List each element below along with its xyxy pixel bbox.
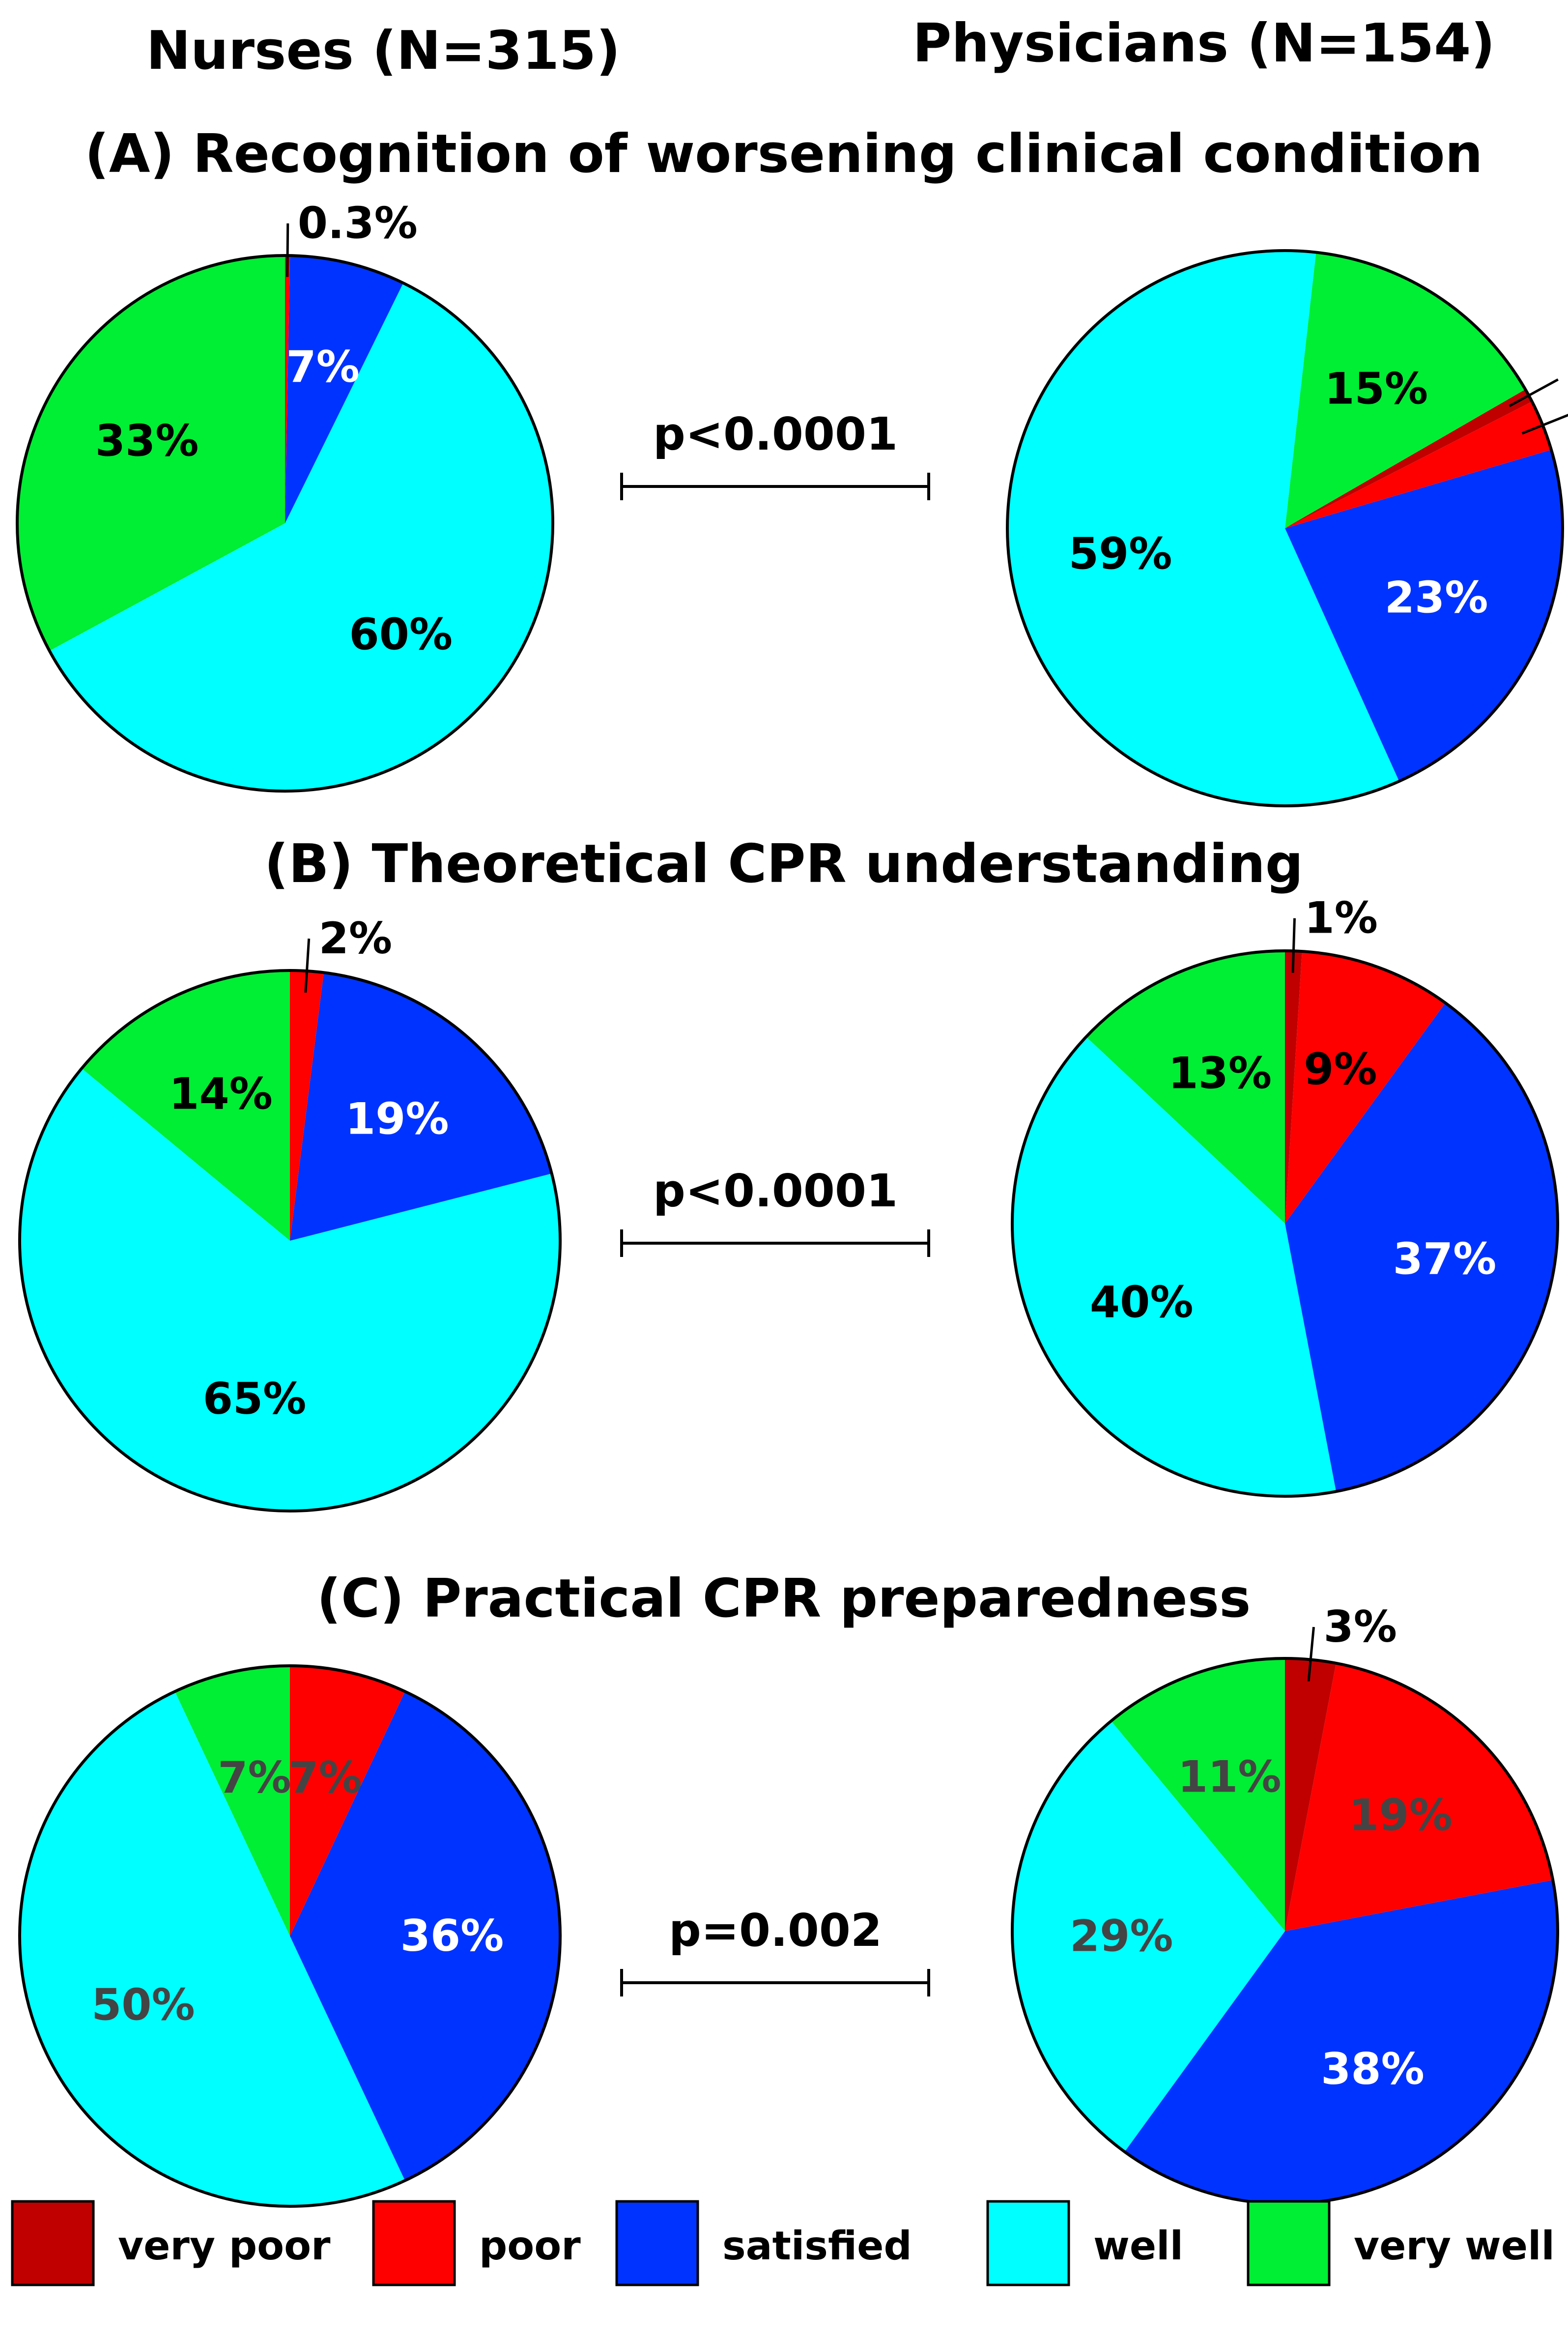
- legend-swatch-satisfied: [617, 2201, 698, 2285]
- panel-c-nurses-label-well: 50%: [91, 1980, 195, 2030]
- panel-b-title: (B) Theoretical CPR understanding: [264, 833, 1303, 895]
- legend-swatch-very-poor: [12, 2201, 93, 2285]
- panel-c-title: (C) Practical CPR preparedness: [317, 1568, 1251, 1629]
- panel-c-physicians-label-satisfied: 38%: [1321, 2044, 1425, 2094]
- panel-a-nurses-label-poor: 0.3%: [298, 198, 418, 249]
- header-nurses: Nurses (N=315): [146, 20, 621, 82]
- p-value-b-group: p<0.0001: [622, 1165, 929, 1257]
- panel-c-nurses-label-satisfied: 36%: [400, 1910, 504, 1961]
- panel-a-nurses-label-very-well: 33%: [95, 416, 199, 466]
- panel-b-physicians-label-satisfied: 37%: [1393, 1234, 1497, 1284]
- panel-b-physicians-label-very-poor: 1%: [1305, 893, 1378, 943]
- legend-label-poor: poor: [479, 2223, 581, 2269]
- header-physicians: Physicians (N=154): [912, 13, 1495, 74]
- p-value-b: p<0.0001: [653, 1165, 898, 1217]
- panel-a-nurses-label-satisfied: 7%: [286, 342, 359, 392]
- panel-b-physicians-leader-very-poor: [1293, 918, 1294, 973]
- panel-a-physicians-label-well: 59%: [1069, 529, 1172, 579]
- panel-c-physicians-label-poor: 19%: [1349, 1790, 1453, 1841]
- legend-label-well: well: [1093, 2223, 1183, 2269]
- panel-c-physicians-label-well: 29%: [1070, 1910, 1173, 1961]
- p-value-a-group: p<0.0001: [622, 408, 929, 500]
- legend-label-satisfied: satisfied: [722, 2223, 912, 2269]
- panel-a-physicians-label-satisfied: 23%: [1385, 572, 1488, 623]
- panel-c-physicians-label-very-well: 11%: [1178, 1752, 1282, 1802]
- panel-a-title: (A) Recognition of worsening clinical co…: [85, 123, 1483, 185]
- panel-c-physicians-label-very-poor: 3%: [1323, 1601, 1397, 1652]
- panel-b-nurses-label-poor: 2%: [319, 913, 392, 964]
- panel-b-physicians-label-very-well: 13%: [1168, 1048, 1272, 1098]
- legend-swatch-very-well: [1248, 2201, 1329, 2285]
- panel-b-nurses-label-very-well: 14%: [169, 1068, 273, 1119]
- legend-swatch-well: [988, 2201, 1069, 2285]
- panel-c-nurses-pie: 7% 50% 36% 7%: [20, 1666, 560, 2206]
- panel-c-nurses-label-very-well: 7%: [218, 1752, 291, 1803]
- panel-a-physicians-pie: 15%59%23%3%<1%: [1007, 251, 1568, 806]
- panel-b-physicians-label-well: 40%: [1090, 1277, 1194, 1327]
- panel-c-nurses-label-poor: 7%: [288, 1752, 362, 1803]
- panel-b-nurses-label-well: 65%: [203, 1373, 307, 1424]
- panel-a-nurses-label-well: 60%: [349, 609, 453, 660]
- legend-label-very-well: very well: [1354, 2223, 1555, 2269]
- panel-b-nurses-label-satisfied: 19%: [345, 1093, 449, 1144]
- panel-a-nurses-leader-poor: [287, 224, 288, 277]
- p-value-a: p<0.0001: [653, 408, 898, 460]
- legend-label-very-poor: very poor: [118, 2223, 331, 2269]
- legend-swatch-poor: [373, 2201, 455, 2285]
- panel-a-physicians-label-very-well: 15%: [1324, 363, 1428, 414]
- panel-b-physicians-label-poor: 9%: [1304, 1044, 1377, 1095]
- p-value-c: p=0.002: [669, 1904, 882, 1957]
